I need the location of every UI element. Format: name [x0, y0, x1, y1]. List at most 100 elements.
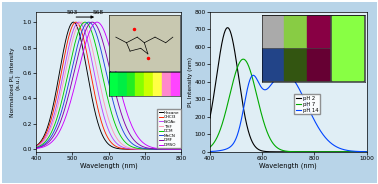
THF: [179, 148, 184, 150]
EtOAc: [34, 146, 38, 148]
pH 14: [208, 150, 212, 153]
Y-axis label: Normalized PL intensity
(a.u.): Normalized PL intensity (a.u.): [10, 47, 21, 117]
THF: [104, 112, 109, 114]
Hexane: [179, 148, 184, 150]
Hexane: [175, 148, 180, 150]
CHCl3: [175, 148, 180, 150]
pH 7: [284, 150, 288, 152]
Hexane: [71, 21, 76, 23]
EtOAc: [104, 124, 109, 126]
CHCl3: [74, 21, 78, 23]
DCM: [83, 21, 87, 23]
CHCl3: [148, 148, 153, 150]
Line: EtOAc: EtOAc: [36, 22, 181, 149]
DMSO: [41, 146, 46, 148]
DCM: [34, 146, 38, 149]
Line: THF: THF: [36, 22, 181, 149]
DMSO: [95, 21, 99, 23]
EtOAc: [101, 111, 105, 114]
pH 14: [360, 151, 364, 153]
Text: 503: 503: [67, 10, 78, 15]
THF: [41, 141, 46, 143]
pH 14: [364, 151, 369, 153]
THF: [79, 21, 84, 23]
MeCN: [179, 148, 184, 150]
MeCN: [104, 74, 109, 76]
X-axis label: Wavelength (nm): Wavelength (nm): [259, 162, 317, 169]
THF: [34, 146, 38, 148]
Hexane: [148, 148, 153, 150]
pH 2: [364, 151, 369, 153]
Line: DMSO: DMSO: [36, 22, 181, 149]
pH 14: [331, 144, 336, 146]
Hexane: [104, 141, 109, 144]
Line: Hexane: Hexane: [36, 22, 181, 149]
DMSO: [34, 147, 38, 150]
Line: DMF: DMF: [36, 22, 181, 149]
Legend: Hexane, CHCl3, EtOAc, THF, DCM, MeCN, DMF, DMSO: Hexane, CHCl3, EtOAc, THF, DCM, MeCN, DM…: [157, 109, 181, 148]
pH 2: [360, 151, 364, 153]
pH 2: [284, 151, 288, 153]
pH 7: [241, 58, 245, 60]
pH 7: [208, 146, 212, 148]
Line: MeCN: MeCN: [36, 22, 181, 149]
MeCN: [175, 148, 180, 150]
pH 2: [280, 151, 284, 153]
MeCN: [101, 57, 105, 59]
CHCl3: [41, 138, 46, 140]
THF: [175, 148, 180, 150]
CHCl3: [104, 135, 109, 137]
Hexane: [101, 135, 105, 137]
CHCl3: [101, 125, 105, 128]
DMF: [90, 21, 94, 23]
DMF: [104, 55, 109, 58]
pH 7: [364, 151, 369, 153]
DCM: [175, 148, 180, 150]
DMSO: [101, 27, 105, 29]
DMF: [101, 41, 105, 43]
Hexane: [34, 145, 38, 147]
CHCl3: [175, 148, 180, 150]
THF: [148, 148, 153, 150]
MeCN: [148, 148, 153, 150]
DMF: [148, 147, 153, 150]
EtOAc: [175, 148, 180, 150]
Line: pH 14: pH 14: [210, 73, 367, 152]
DCM: [148, 148, 153, 150]
EtOAc: [41, 140, 46, 142]
MeCN: [175, 148, 180, 150]
MeCN: [87, 21, 91, 23]
pH 14: [360, 151, 364, 153]
pH 7: [280, 149, 284, 151]
Hexane: [41, 136, 46, 138]
Legend: pH 2, pH 7, pH 14: pH 2, pH 7, pH 14: [294, 94, 320, 114]
DMSO: [104, 37, 109, 39]
DMSO: [175, 148, 180, 150]
Text: 568: 568: [92, 10, 103, 15]
Line: pH 2: pH 2: [210, 28, 367, 152]
THF: [101, 97, 105, 99]
CHCl3: [34, 145, 38, 147]
DMF: [175, 148, 180, 150]
DCM: [175, 148, 180, 150]
pH 2: [331, 151, 336, 153]
DCM: [101, 76, 105, 78]
DMF: [34, 147, 38, 149]
THF: [175, 148, 180, 150]
Y-axis label: PL Intensity (nm): PL Intensity (nm): [188, 57, 193, 107]
DMSO: [148, 146, 153, 148]
pH 2: [215, 67, 220, 69]
pH 14: [284, 72, 288, 75]
pH 14: [215, 150, 220, 152]
DMSO: [175, 148, 180, 150]
pH 7: [331, 151, 336, 153]
X-axis label: Wavelength (nm): Wavelength (nm): [80, 162, 138, 169]
pH 7: [215, 135, 220, 137]
DCM: [179, 148, 184, 150]
DMF: [41, 145, 46, 147]
Line: pH 7: pH 7: [210, 59, 367, 152]
pH 7: [360, 151, 364, 153]
pH 2: [225, 27, 230, 29]
DMSO: [179, 148, 184, 150]
Line: CHCl3: CHCl3: [36, 22, 181, 149]
